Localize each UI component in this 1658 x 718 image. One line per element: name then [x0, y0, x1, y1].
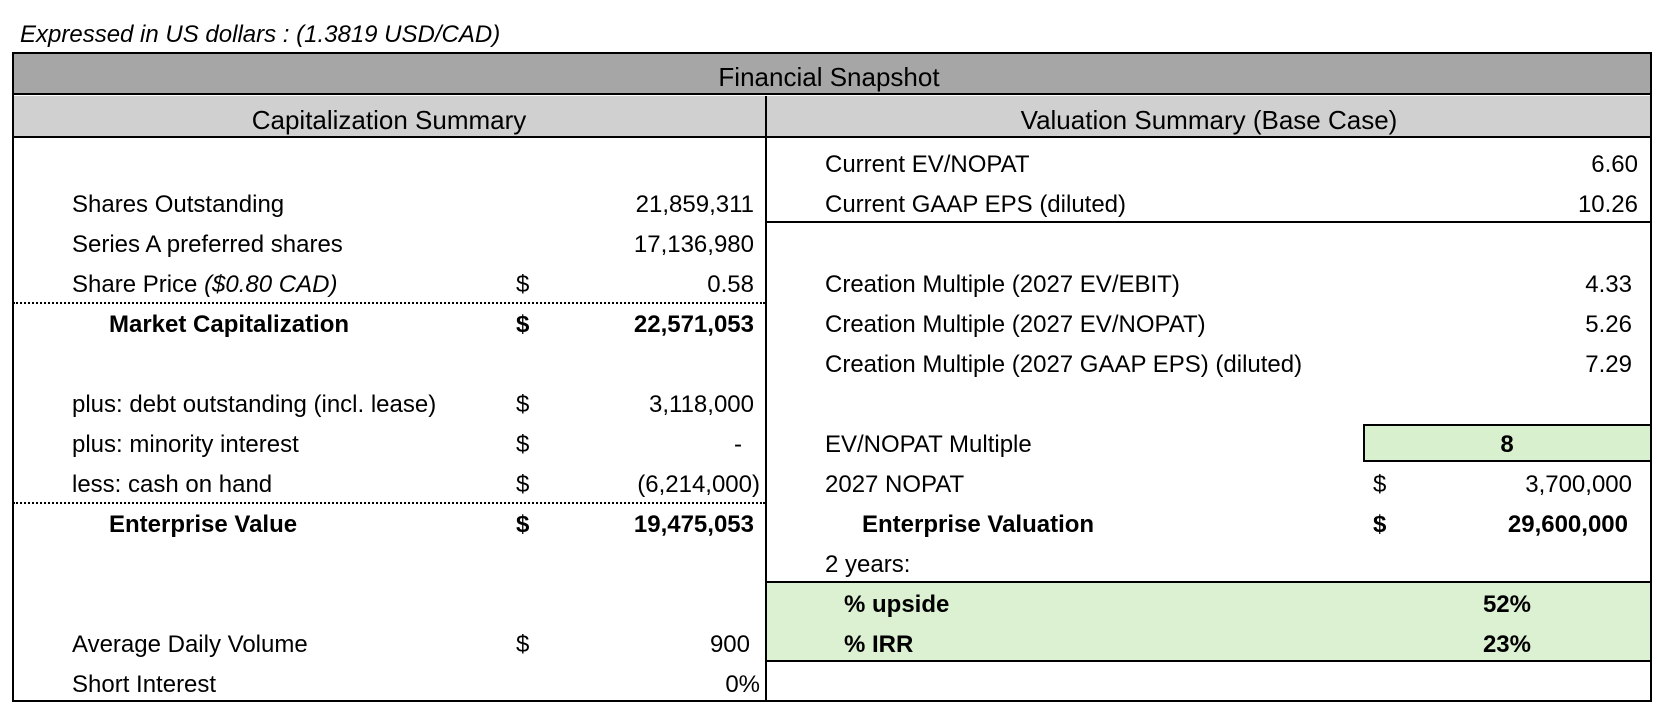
upside-value: 52%: [1482, 591, 1531, 618]
minority-value: -: [734, 431, 742, 458]
market-cap-currency: $: [516, 311, 530, 338]
series-a-label: Series A preferred shares: [72, 231, 343, 258]
cash-value: (6,214,000): [637, 471, 760, 498]
ev-currency: $: [516, 511, 530, 538]
valuation-value: 29,600,000: [1507, 511, 1628, 538]
minority-currency: $: [516, 431, 530, 458]
ev-rule: [13, 502, 765, 504]
nopat-2027-label: 2027 NOPAT: [825, 471, 965, 498]
share-price-label-text: Share Price: [72, 271, 198, 298]
val-header-band: [767, 96, 1651, 138]
cash-label: less: cash on hand: [72, 471, 273, 498]
currency-note: Expressed in US dollars : (1.3819 USD/CA…: [20, 21, 501, 48]
minority-label: plus: minority interest: [72, 431, 299, 458]
valuation-currency: $: [1373, 511, 1387, 538]
valuation-label: Enterprise Valuation: [862, 511, 1095, 538]
market-cap-rule: [13, 302, 765, 304]
returns-top-rule: [767, 581, 1651, 583]
multiple-input-cell[interactable]: [1363, 424, 1651, 462]
adv-value: 900: [709, 631, 750, 658]
gaap-eps-value: 10.26: [1577, 191, 1638, 218]
adv-label: Average Daily Volume: [72, 631, 308, 658]
cash-currency: $: [516, 471, 530, 498]
cm-ebit-value: 4.33: [1585, 271, 1632, 298]
series-a-value: 17,136,980: [633, 231, 754, 258]
irr-label: % IRR: [844, 631, 914, 658]
share-price-label: Share Price ($0.80 CAD): [72, 273, 337, 297]
debt-value: 3,118,000: [649, 391, 754, 418]
cm-nopat-label: Creation Multiple (2027 EV/NOPAT): [825, 311, 1206, 338]
short-interest-value: 0%: [725, 671, 760, 698]
val-divider-1: [767, 221, 1651, 223]
returns-highlight: [767, 582, 1651, 660]
ev-nopat-label: Current EV/NOPAT: [825, 151, 1030, 178]
nopat-2027-currency: $: [1373, 471, 1387, 498]
cm-nopat-value: 5.26: [1585, 311, 1632, 338]
shares-outstanding-value: 21,859,311: [635, 191, 754, 218]
snapshot-frame: [12, 52, 1652, 702]
shares-outstanding-label: Shares Outstanding: [72, 191, 285, 218]
snapshot-title: Financial Snapshot: [718, 62, 940, 92]
ev-value: 19,475,053: [633, 511, 754, 538]
returns-bottom-rule: [767, 660, 1651, 662]
cm-ebit-label: Creation Multiple (2027 EV/EBIT): [825, 271, 1180, 298]
multiple-value[interactable]: 8: [1500, 431, 1514, 458]
short-interest-label: Short Interest: [72, 671, 217, 698]
cm-eps-value: 7.29: [1585, 351, 1632, 378]
market-cap-label: Market Capitalization: [109, 311, 350, 338]
irr-value: 23%: [1482, 631, 1531, 658]
nopat-2027-value: 3,700,000: [1525, 471, 1632, 498]
multiple-label: EV/NOPAT Multiple: [825, 431, 1032, 458]
ev-label: Enterprise Value: [109, 511, 298, 538]
cap-header-band: [13, 96, 765, 138]
gaap-eps-label: Current GAAP EPS (diluted): [825, 191, 1127, 218]
column-divider: [765, 96, 767, 701]
debt-currency: $: [516, 391, 530, 418]
ev-nopat-value: 6.60: [1591, 151, 1638, 178]
debt-label: plus: debt outstanding (incl. lease): [72, 391, 437, 418]
share-price-value: 0.58: [707, 271, 754, 298]
title-band: [13, 53, 1651, 95]
cm-eps-label: Creation Multiple (2027 GAAP EPS) (dilut…: [825, 351, 1303, 378]
market-cap-value: 22,571,053: [633, 311, 754, 338]
years-label: 2 years:: [825, 551, 911, 578]
share-price-cad-note: ($0.80 CAD): [204, 271, 338, 298]
share-price-currency: $: [516, 271, 530, 298]
cap-summary-title: Capitalization Summary: [251, 105, 527, 135]
adv-currency: $: [516, 631, 530, 658]
val-summary-title: Valuation Summary (Base Case): [1020, 105, 1398, 135]
upside-label: % upside: [844, 591, 950, 618]
